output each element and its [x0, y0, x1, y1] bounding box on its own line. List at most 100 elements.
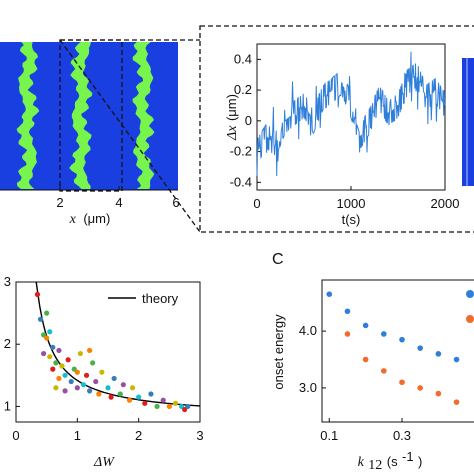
theory-ytick-label: 2	[4, 336, 11, 351]
theory-point	[87, 388, 93, 394]
kymograph-band	[69, 42, 93, 189]
kymograph-xtick-label: 4	[115, 195, 122, 210]
theory-point	[74, 369, 80, 375]
theory-point	[74, 385, 80, 391]
theory-point	[47, 354, 53, 360]
theory-point	[59, 363, 65, 369]
onset-points	[326, 290, 474, 405]
theory-xtick-label: 2	[135, 428, 142, 443]
theory-point	[96, 391, 102, 397]
theory-xtick-label: 0	[12, 428, 19, 443]
theory-points	[34, 291, 191, 413]
trace-ytick-label: 0.4	[234, 51, 252, 66]
theory-point	[44, 335, 50, 341]
theory-point	[68, 378, 74, 385]
onset-point	[453, 399, 460, 405]
theory-point	[172, 400, 179, 406]
theory-point	[53, 360, 59, 366]
onset-point	[453, 356, 460, 363]
theory-point	[77, 350, 83, 357]
onset-point	[362, 322, 369, 329]
theory-point	[56, 375, 62, 382]
trace-xlabel: t(s)	[342, 212, 361, 227]
trace-ylabel-unit: (μm)	[224, 94, 239, 121]
trace-xtick-label: 1000	[337, 196, 366, 211]
theory-point	[117, 391, 123, 397]
theory-point	[185, 403, 191, 410]
theory-point	[44, 310, 50, 316]
theory-point	[136, 394, 142, 400]
trace-line	[256, 51, 446, 177]
trace-ytick-label: 0.2	[234, 82, 252, 97]
onset-ytick-label: 3.0	[299, 380, 317, 395]
trace-ylabel-var: Δx	[225, 125, 240, 141]
onset-point	[381, 331, 387, 337]
onset-panel: 4.0 3.0 0.1 0.3 onset energy k 12 (s -1 )	[271, 279, 474, 473]
trace-markers	[256, 74, 446, 152]
theory-point	[148, 391, 154, 397]
trace-xtick-label: 0	[253, 196, 260, 211]
zoom-box	[59, 39, 123, 192]
theory-point	[93, 378, 99, 385]
kymograph-band	[132, 42, 155, 189]
onset-point	[417, 385, 423, 391]
theory-point	[166, 403, 172, 410]
trace-ylabel: Δx (μm)	[223, 94, 240, 141]
theory-point	[105, 385, 111, 391]
theory-point	[50, 344, 56, 350]
onset-point	[399, 336, 405, 343]
theory-xtick-label: 3	[196, 428, 203, 443]
onset-xlabel-sub: 12	[368, 458, 382, 473]
theory-point	[47, 329, 53, 335]
trace-ytick-label: -0.2	[230, 144, 252, 159]
theory-x-ticks: 0 1 2 3	[12, 418, 204, 443]
kymograph-band	[16, 42, 40, 189]
inset-frame	[199, 25, 474, 233]
theory-curve	[35, 281, 201, 407]
onset-ytick-label: 4.0	[299, 323, 317, 338]
theory-point	[87, 347, 93, 354]
theory-point	[37, 316, 44, 322]
kymograph-xtick-label: 6	[172, 195, 179, 210]
theory-point	[50, 366, 56, 372]
theory-point	[154, 403, 160, 410]
kymograph-xlabel-unit: (μm)	[83, 211, 110, 226]
theory-point	[34, 291, 41, 298]
theory-ytick-label: 1	[4, 398, 11, 413]
theory-point	[62, 388, 68, 394]
onset-xlabel-close: )	[418, 454, 422, 469]
onset-point	[362, 356, 369, 363]
theory-point	[65, 357, 71, 363]
theory-point	[90, 360, 96, 366]
theory-point	[111, 375, 117, 382]
theory-point	[120, 382, 126, 388]
onset-point	[381, 368, 387, 374]
trace-x-ticks: 0 1000 2000	[253, 186, 459, 211]
onset-axes-box	[321, 279, 474, 423]
theory-xlabel: ΔW	[93, 455, 115, 470]
onset-point	[399, 379, 405, 386]
onset-point	[435, 390, 442, 397]
onset-point	[326, 291, 333, 298]
onset-point	[344, 308, 351, 315]
next-kymograph-fragment	[462, 58, 474, 186]
theory-point	[108, 394, 114, 400]
theory-axes-box	[15, 281, 201, 423]
theory-point	[83, 372, 90, 378]
onset-point	[435, 351, 442, 357]
theory-point	[80, 382, 87, 388]
onset-legend-marker	[466, 290, 474, 298]
trace-ytick-label: -0.4	[230, 174, 252, 189]
theory-point	[53, 385, 59, 391]
next-kymograph-fragment-stripe	[466, 58, 468, 186]
onset-ylabel: onset energy	[271, 314, 286, 390]
kymograph-bands	[16, 42, 155, 189]
trace-xtick-label: 2000	[431, 196, 460, 211]
onset-point	[417, 345, 423, 351]
onset-x-ticks: 0.1 0.3	[320, 418, 411, 443]
kymograph-xtick-label: 2	[56, 195, 63, 210]
onset-xlabel: k 12 (s -1 )	[358, 448, 423, 473]
onset-y-ticks: 4.0 3.0	[299, 323, 326, 395]
onset-xlabel-var: k	[358, 455, 365, 470]
